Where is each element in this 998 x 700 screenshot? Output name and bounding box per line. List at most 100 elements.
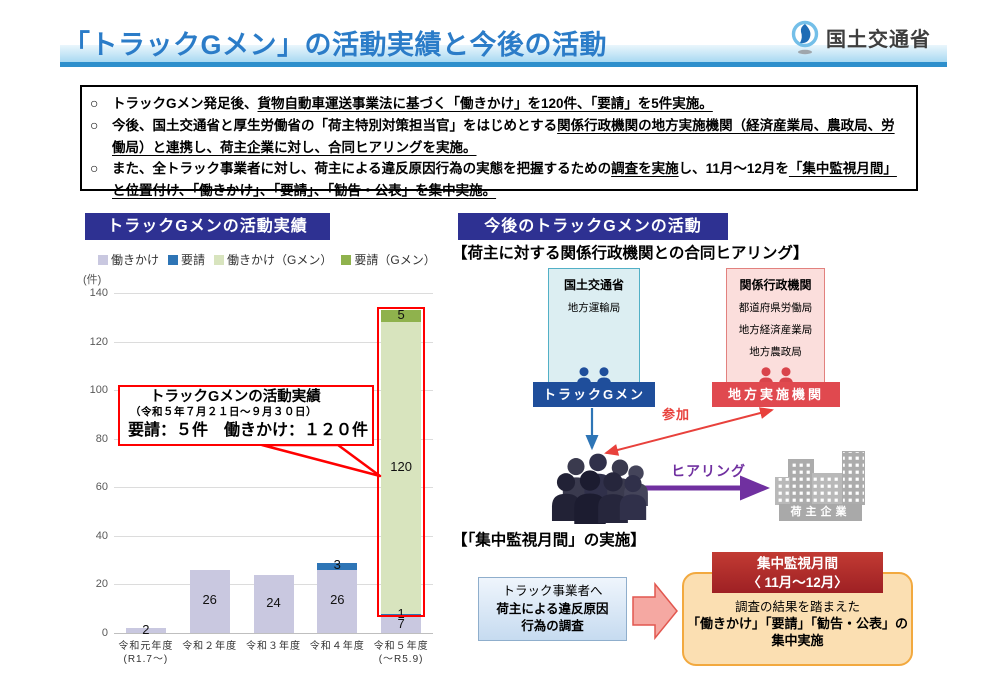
bar-segment xyxy=(253,574,294,633)
hearing-label: ヒアリング xyxy=(671,463,746,479)
chart-legend: 働きかけ 要請 働きかけ（Gメン） 要請（Gメン） xyxy=(98,251,436,268)
crowd-icon xyxy=(551,453,648,524)
bar-value-label: 7 xyxy=(397,615,405,631)
bullet-text: トラックGメン発足後、貨物自動車運送事業法に基づく「働きかけ」を120件、「要請… xyxy=(112,96,713,111)
bar-segment xyxy=(381,616,422,633)
agencies-item: 都道府県労働局 xyxy=(738,302,813,314)
summary-bullet: ○ 今後、国土交通省と厚生労働省の「荷主特別対策担当官」をはじめとする関係行政機関… xyxy=(90,115,908,159)
y-tick-label: 120 xyxy=(89,335,108,348)
activity-chart: 2 26 24 26 3 7 1 120 5 xyxy=(114,293,433,637)
legend-swatch xyxy=(168,254,179,265)
callout-box: トラックGメンの活動実績 （令和５年７月２１日～９月３０日） 要請：５件 働きか… xyxy=(118,385,374,446)
y-tick-label: 140 xyxy=(89,287,108,299)
x-tick-label: 令和４年度 xyxy=(309,641,365,652)
summary-box: ○ トラックGメン発足後、貨物自動車運送事業法に基づく「働きかけ」を120件、「要… xyxy=(80,85,918,198)
page-title: 「トラックGメン」の活動実績と今後の活動 xyxy=(63,30,608,60)
mlit-box: 国土交通省 地方運輸局 xyxy=(548,268,640,395)
shipper-buildings-icon xyxy=(775,451,865,505)
y-tick-label: 60 xyxy=(95,481,108,494)
legend-swatch xyxy=(341,254,352,265)
callout-counts: 要請：５件 働きかけ：１２０件 xyxy=(128,422,369,439)
title-underline-band xyxy=(60,45,947,62)
bar-value-label: 26 xyxy=(202,592,217,608)
result-line: 調査の結果を踏まえた xyxy=(734,600,860,614)
monitoring-period-header: 集中監視月間 〈 11月～12月〉 xyxy=(712,552,883,593)
survey-line: 荷主による違反原因 xyxy=(496,601,609,616)
period-months: 〈 11月～12月〉 xyxy=(747,575,848,590)
y-tick-label: 20 xyxy=(95,578,108,591)
title-underline-strip xyxy=(60,62,947,67)
bullet-marker: ○ xyxy=(90,160,99,177)
bar-value-label: 5 xyxy=(397,307,405,323)
related-agencies-box: 関係行政機関 都道府県労働局 地方経済産業局 地方農政局 xyxy=(726,268,825,395)
result-line: 「働きかけ」「要請」「勧告・公表」の xyxy=(686,616,908,631)
bar-segment xyxy=(317,569,358,633)
bar-segment xyxy=(381,310,422,323)
callout-period: （令和５年７月２１日～９月３０日） xyxy=(130,406,317,418)
gridline xyxy=(114,293,433,294)
agencies-item: 地方農政局 xyxy=(749,346,802,358)
legend-item: 働きかけ（Gメン） xyxy=(214,251,332,268)
mlit-title: 国土交通省 xyxy=(563,278,624,292)
bullet-marker: ○ xyxy=(90,95,99,111)
gridline xyxy=(114,535,433,537)
y-tick-label: 40 xyxy=(95,529,108,542)
gridline xyxy=(114,487,433,489)
agencies-title: 関係行政機関 xyxy=(739,278,812,292)
bar-value-label: 120 xyxy=(390,458,412,474)
monitoring-heading: 【「集中監視月間」の実施】 xyxy=(452,532,646,549)
participate-label: 参加 xyxy=(662,407,691,422)
result-line: 集中実施 xyxy=(771,632,824,648)
gridline xyxy=(114,341,433,343)
y-tick-label: 80 xyxy=(95,432,108,445)
regional-org-label: 地方実施機関 xyxy=(712,382,840,407)
hearing-heading: 【荷主に対する関係行政機関との合同ヒアリング】 xyxy=(452,245,809,262)
legend-swatch xyxy=(98,254,108,265)
gridline xyxy=(114,633,433,634)
bar-value-label: 3 xyxy=(333,557,341,573)
mlit-item: 地方運輸局 xyxy=(567,302,621,314)
x-tick-label: 令和２年度 xyxy=(182,641,238,652)
bar-segment xyxy=(317,562,358,570)
truck-gmen-label: トラックGメン xyxy=(533,382,655,407)
bar-value-label: 1 xyxy=(397,605,405,621)
section-title-future: 今後のトラックGメンの活動 xyxy=(458,213,728,240)
x-tick-label: 令和５年度 (～R5.9) xyxy=(373,641,429,665)
legend-item: 働きかけ xyxy=(98,251,159,268)
period-title: 集中監視月間 xyxy=(757,556,838,571)
y-tick-label: 100 xyxy=(89,384,108,397)
chart-unit-label: (件) xyxy=(83,274,102,286)
summary-bullet: ○ トラックGメン発足後、貨物自動車運送事業法に基づく「働きかけ」を120件、「要… xyxy=(90,93,908,115)
x-tick-label: 令和元年度 (R1.7～) xyxy=(118,641,174,665)
mlit-logo-icon xyxy=(791,20,819,55)
gmen-highlight-box xyxy=(377,307,426,617)
chart-y-axis: 0 20 40 60 80 100 120 140 xyxy=(62,287,108,639)
survey-line: トラック事業者へ xyxy=(502,584,603,598)
survey-box: トラック事業者へ 荷主による違反原因 行為の調査 xyxy=(478,577,627,641)
bar-value-label: 26 xyxy=(330,592,345,608)
x-tick-label: 令和３年度 xyxy=(246,641,301,652)
legend-swatch xyxy=(214,254,225,265)
survey-line: 行為の調査 xyxy=(521,619,584,633)
bar-segment xyxy=(125,628,166,633)
bar-value-label: 2 xyxy=(142,621,150,637)
summary-bullet: ○ また、全トラック事業者に対し、荷主による違反原因行為の実態を把握するための調査… xyxy=(90,158,908,202)
bar-segment xyxy=(189,569,230,633)
ministry-name: 国土交通省 xyxy=(826,28,931,51)
block-arrow-icon xyxy=(632,581,678,641)
bar-value-label: 24 xyxy=(266,594,281,610)
legend-item: 要請（Gメン） xyxy=(341,251,436,268)
bar-segment xyxy=(381,322,422,614)
ministry-logo: 国土交通省 xyxy=(789,19,931,55)
bullet-text: また、全トラック事業者に対し、荷主による違反原因行為の実態を把握するための調査を… xyxy=(112,161,897,199)
chart-x-axis: 令和元年度 (R1.7～) 令和２年度 令和３年度 令和４年度 令和５年度 (～R5.9) xyxy=(114,641,433,673)
shipper-label: 荷主企業 xyxy=(779,504,862,521)
legend-item: 要請 xyxy=(168,251,205,268)
section-title-activity: トラックGメンの活動実績 xyxy=(85,213,330,240)
callout-title: トラックGメンの活動実績 xyxy=(150,389,321,405)
agencies-item: 地方経済産業局 xyxy=(738,324,813,336)
bullet-marker: ○ xyxy=(90,116,99,133)
bullet-text: 今後、国土交通省と厚生労働省の「荷主特別対策担当官」をはじめとする関係行政機関の… xyxy=(112,117,895,155)
y-tick-label: 0 xyxy=(101,627,108,639)
